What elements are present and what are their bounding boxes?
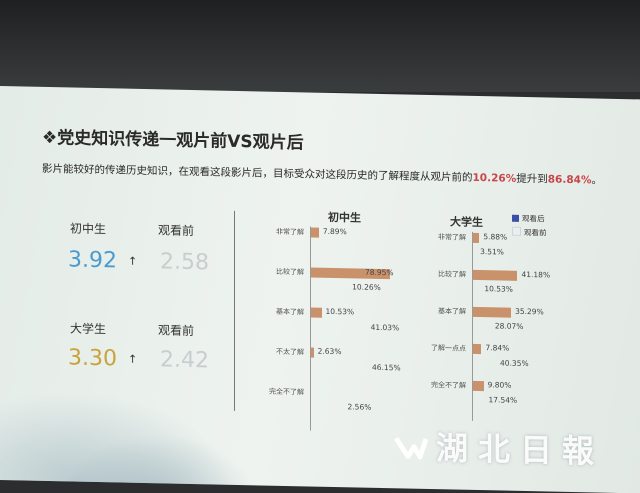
category-label: 了解一点点	[431, 344, 466, 353]
after-value-label: 2.63%	[317, 346, 342, 357]
after-bar	[473, 269, 518, 281]
category-label: 非常了解	[438, 233, 466, 242]
after-value-label: 7.84%	[485, 343, 510, 353]
subtitle-text-pre: 影片能较好的传递历史知识，在观看这段影片后，目标受众对这段历史的了解程度从观片前…	[42, 162, 473, 184]
middle-school-label: 初中生	[70, 221, 107, 237]
legend-before-swatch	[512, 226, 521, 236]
watermark-text: 湖北日報	[435, 429, 604, 471]
projection-screen: ❖党史知识传递一观片前VS观片后 影片能较好的传递历史知识，在观看这段影片后，目…	[0, 86, 640, 493]
before-value-label: 3.51%	[480, 247, 504, 257]
after-value-label: 9.80%	[487, 380, 512, 390]
chart-axis	[310, 226, 311, 431]
before-value-label: 28.07%	[494, 321, 524, 331]
after-bar	[473, 343, 482, 355]
legend-after: 观看后	[512, 213, 545, 225]
subtitle-text-end: 。	[591, 174, 602, 187]
before-value-label: 40.35%	[500, 358, 529, 369]
after-bar	[473, 232, 480, 244]
before-value-label: 10.26%	[352, 282, 381, 292]
ceiling-background	[0, 0, 640, 92]
legend-after-label: 观看后	[522, 213, 545, 224]
middle-before-label: 观看前	[158, 223, 195, 239]
category-label: 比较了解	[276, 267, 304, 277]
hubei-daily-logo-icon	[394, 436, 428, 460]
chart-title: 大学生	[450, 215, 483, 230]
chart-title: 初中生	[328, 210, 361, 225]
category-label: 基本了解	[438, 307, 466, 316]
before-value-label: 10.53%	[484, 284, 513, 294]
slide-subtitle: 影片能较好的传递历史知识，在观看这段影片后，目标受众对这段历史的了解程度从观片前…	[42, 161, 602, 188]
after-value-label: 7.89%	[322, 226, 347, 237]
category-label: 非常了解	[276, 227, 304, 237]
category-label: 不太了解	[276, 347, 304, 357]
legend-after-swatch	[512, 214, 519, 222]
legend-before: 观看前	[512, 226, 547, 239]
chart-axis	[472, 231, 473, 421]
after-bar	[311, 227, 319, 238]
college-up-arrow-icon: ↑	[128, 352, 138, 366]
after-value-label: 35.29%	[515, 306, 544, 317]
before-value-label: 17.54%	[488, 395, 518, 405]
subtitle-before-percent: 10.26%	[472, 171, 517, 185]
after-bar	[311, 347, 314, 358]
after-bar	[311, 307, 322, 318]
subtitle-after-percent: 86.84%	[547, 173, 592, 187]
category-label: 完全不了解	[431, 381, 466, 390]
category-label: 比较了解	[438, 270, 466, 279]
mountain-mist-decoration-2	[60, 431, 260, 493]
college-after-value: 3.30	[68, 345, 117, 372]
subtitle-text-mid: 提升到	[516, 172, 548, 186]
category-label: 基本了解	[276, 307, 304, 317]
college-label: 大学生	[70, 321, 107, 337]
college-before-label: 观看前	[158, 323, 195, 339]
after-value-label: 5.88%	[483, 232, 508, 242]
before-value-label: 41.03%	[370, 322, 400, 333]
middle-up-arrow-icon: ↑	[128, 254, 138, 268]
middle-before-value: 2.58	[160, 249, 209, 276]
section-divider	[234, 210, 235, 411]
slide-title: ❖党史知识传递一观片前VS观片后	[42, 127, 304, 154]
before-value-label: 2.56%	[347, 402, 372, 412]
middle-after-value: 3.92	[68, 247, 117, 274]
after-value-label: 41.18%	[521, 269, 551, 280]
after-bar	[473, 306, 512, 318]
after-value-label: 78.95%	[364, 267, 394, 278]
legend-before-label: 观看前	[524, 227, 547, 238]
before-value-label: 46.15%	[372, 362, 401, 373]
after-value-label: 10.53%	[325, 306, 355, 317]
college-before-value: 2.42	[160, 347, 209, 374]
category-label: 完全不了解	[269, 387, 304, 397]
after-bar	[473, 380, 484, 392]
